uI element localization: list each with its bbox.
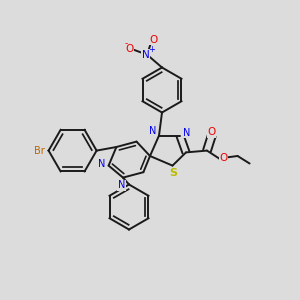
- Text: +: +: [148, 45, 155, 54]
- Text: N: N: [149, 126, 157, 136]
- Text: N: N: [118, 180, 125, 190]
- Text: N: N: [142, 50, 149, 60]
- Text: O: O: [208, 127, 216, 137]
- Text: O: O: [125, 44, 134, 54]
- Text: -: -: [124, 39, 127, 48]
- Text: S: S: [169, 168, 177, 178]
- Text: O: O: [149, 34, 158, 45]
- Text: N: N: [98, 159, 105, 170]
- Text: Br: Br: [34, 146, 44, 156]
- Text: O: O: [219, 153, 227, 164]
- Text: N: N: [183, 128, 190, 138]
